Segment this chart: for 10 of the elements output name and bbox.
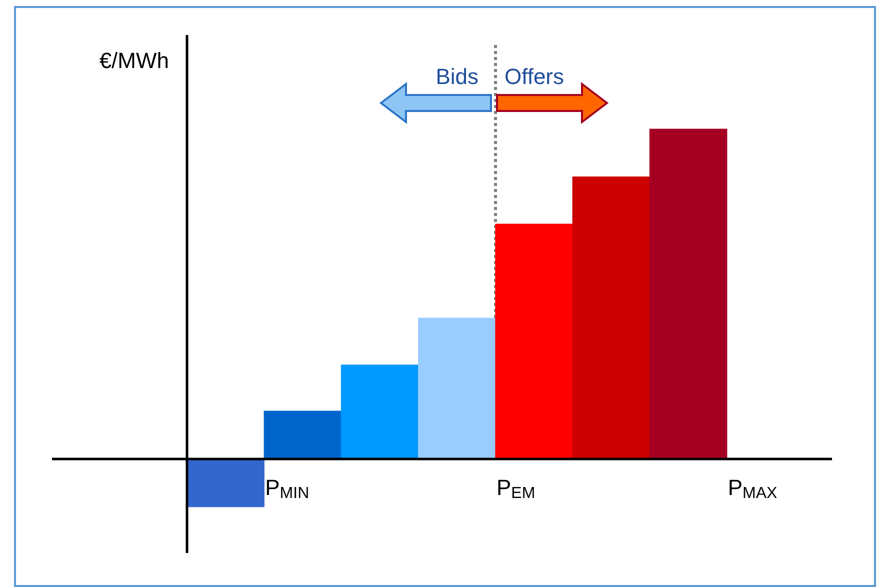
bar xyxy=(649,128,728,460)
bar xyxy=(418,318,496,460)
bar xyxy=(340,364,419,460)
text: Bids xyxy=(436,64,478,89)
bar xyxy=(264,410,342,460)
y-axis-title: €/MWh xyxy=(99,48,169,73)
bar xyxy=(572,176,650,460)
bar xyxy=(187,458,264,508)
text: Offers xyxy=(504,64,564,89)
bar xyxy=(495,224,573,460)
